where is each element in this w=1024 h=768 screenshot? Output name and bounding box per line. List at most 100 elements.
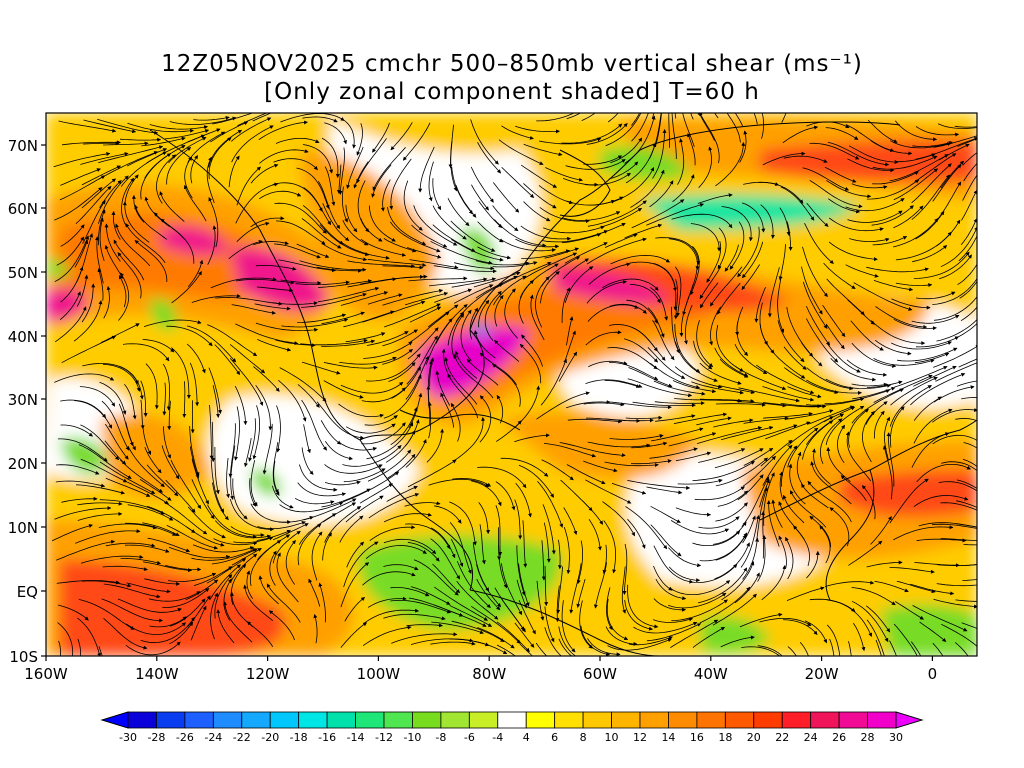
streamline	[985, 403, 1007, 432]
streamline	[383, 538, 437, 555]
streamline	[558, 638, 573, 656]
streamline	[365, 545, 427, 560]
streamline	[460, 309, 472, 362]
streamline	[80, 458, 128, 483]
streamline	[500, 457, 549, 477]
streamline	[100, 323, 140, 343]
streamline	[631, 113, 649, 142]
streamline	[697, 567, 748, 604]
streamline	[895, 282, 933, 288]
streamline	[825, 323, 845, 350]
streamline	[97, 267, 104, 301]
streamline	[523, 183, 557, 209]
streamline	[866, 619, 885, 656]
streamline	[671, 599, 728, 621]
streamline	[981, 648, 1021, 687]
coastline	[399, 409, 521, 431]
streamline	[338, 147, 345, 195]
streamline	[650, 505, 681, 523]
streamline	[829, 638, 835, 656]
streamline	[368, 492, 420, 519]
streamline	[230, 117, 272, 142]
streamline	[677, 478, 723, 485]
lat-label: 30N	[8, 391, 38, 409]
streamline	[98, 523, 158, 530]
streamline	[162, 382, 167, 416]
streamline	[183, 184, 207, 222]
streamline	[668, 432, 717, 447]
streamline	[851, 388, 904, 424]
streamline	[519, 343, 542, 384]
streamline	[760, 439, 793, 467]
streamline	[214, 574, 233, 619]
streamline	[783, 619, 818, 635]
streamline	[273, 158, 318, 171]
streamline	[809, 515, 832, 548]
streamline	[281, 318, 349, 328]
streamline	[806, 379, 862, 395]
streamline	[122, 343, 170, 362]
streamline	[297, 482, 347, 497]
streamline	[806, 202, 829, 227]
streamline	[581, 113, 596, 121]
streamline	[449, 501, 477, 546]
streamline	[228, 155, 240, 188]
streamline	[117, 252, 142, 299]
streamline	[98, 151, 159, 180]
streamline	[910, 372, 966, 406]
streamline	[743, 416, 789, 424]
streamline	[715, 141, 746, 187]
streamline	[522, 520, 528, 568]
streamline	[602, 544, 607, 575]
streamline	[829, 217, 884, 232]
streamline	[523, 143, 563, 157]
streamline	[103, 141, 149, 146]
streamline	[848, 145, 899, 165]
streamline	[276, 552, 299, 603]
streamline	[829, 507, 850, 547]
colorbar-label: 16	[690, 731, 704, 744]
streamline	[956, 500, 977, 508]
streamline	[851, 600, 889, 643]
streamline	[712, 521, 747, 545]
streamline	[873, 280, 914, 292]
streamline	[627, 480, 691, 490]
streamline	[682, 113, 695, 147]
streamline	[954, 642, 969, 656]
streamline	[936, 583, 977, 587]
streamline	[125, 422, 136, 451]
streamline	[825, 405, 865, 445]
lon-label: 20W	[805, 665, 839, 683]
streamline	[297, 313, 347, 323]
map-panel	[46, 113, 1021, 687]
streamline	[231, 548, 262, 566]
streamline	[963, 442, 977, 449]
streamline	[185, 526, 225, 547]
streamline	[611, 482, 647, 495]
streamline	[119, 365, 144, 400]
streamline	[163, 426, 172, 459]
colorbar-cell	[269, 711, 300, 729]
streamline	[630, 169, 665, 208]
streamline	[75, 185, 112, 224]
streamline	[782, 125, 819, 144]
streamline	[564, 242, 608, 264]
streamline	[275, 220, 326, 245]
colorbar-cell	[212, 711, 243, 729]
streamline	[140, 616, 195, 644]
colorbar-label: 4	[523, 731, 530, 744]
streamline	[536, 391, 590, 420]
streamline	[99, 217, 105, 262]
streamline	[316, 266, 363, 273]
streamline	[588, 360, 628, 368]
streamline	[631, 441, 668, 449]
streamline	[896, 580, 936, 594]
streamline	[805, 413, 845, 446]
streamline	[655, 113, 662, 147]
streamline	[367, 596, 407, 608]
streamline	[104, 440, 127, 465]
streamline	[303, 187, 332, 226]
streamline	[696, 426, 763, 444]
streamline	[961, 189, 977, 221]
colorbar-cell	[241, 711, 271, 729]
